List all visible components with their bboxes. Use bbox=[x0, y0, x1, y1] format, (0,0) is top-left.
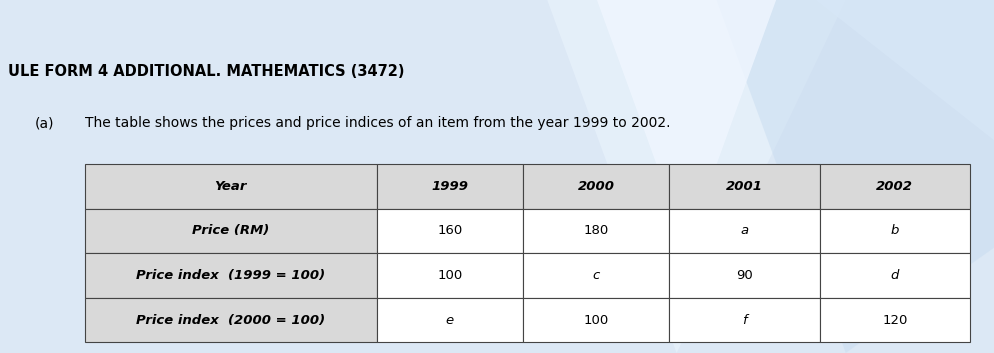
Text: c: c bbox=[591, 269, 599, 282]
Text: 2001: 2001 bbox=[725, 180, 762, 193]
Text: 100: 100 bbox=[436, 269, 462, 282]
Text: b: b bbox=[890, 225, 899, 238]
Text: ULE FORM 4 ADDITIONAL. MATHEMATICS (3472): ULE FORM 4 ADDITIONAL. MATHEMATICS (3472… bbox=[8, 64, 404, 78]
Text: Price (RM): Price (RM) bbox=[192, 225, 269, 238]
Text: 120: 120 bbox=[882, 313, 907, 327]
Text: (a): (a) bbox=[35, 116, 55, 131]
Polygon shape bbox=[596, 0, 775, 247]
Text: 100: 100 bbox=[582, 313, 608, 327]
Text: 180: 180 bbox=[582, 225, 608, 238]
Text: 90: 90 bbox=[736, 269, 751, 282]
Text: Year: Year bbox=[215, 180, 247, 193]
Polygon shape bbox=[815, 0, 994, 141]
Polygon shape bbox=[716, 0, 994, 353]
Text: e: e bbox=[445, 313, 453, 327]
Text: 2002: 2002 bbox=[876, 180, 912, 193]
Text: 160: 160 bbox=[436, 225, 462, 238]
Text: a: a bbox=[740, 225, 747, 238]
Text: d: d bbox=[890, 269, 899, 282]
Polygon shape bbox=[547, 0, 845, 353]
Text: The table shows the prices and price indices of an item from the year 1999 to 20: The table shows the prices and price ind… bbox=[84, 116, 669, 131]
Text: f: f bbox=[742, 313, 746, 327]
Text: 2000: 2000 bbox=[577, 180, 614, 193]
Text: Price index  (2000 = 100): Price index (2000 = 100) bbox=[136, 313, 325, 327]
Text: Price index  (1999 = 100): Price index (1999 = 100) bbox=[136, 269, 325, 282]
Text: 1999: 1999 bbox=[431, 180, 468, 193]
